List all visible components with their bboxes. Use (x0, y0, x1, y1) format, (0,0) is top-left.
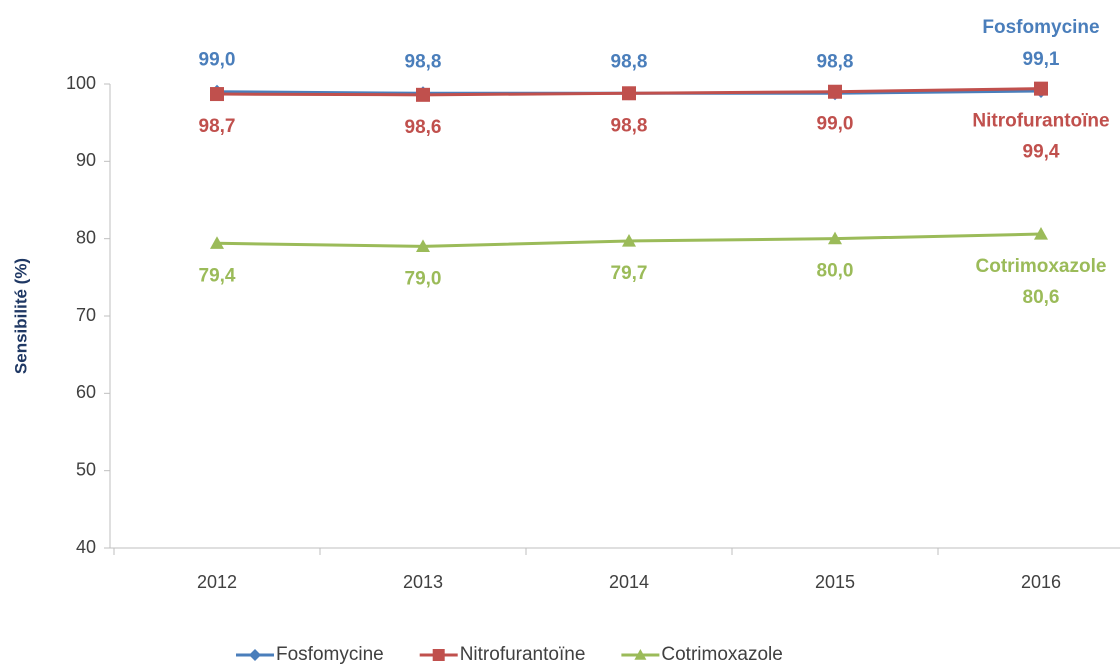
y-tick-label: 50 (76, 459, 96, 479)
marker (432, 649, 445, 661)
data-label: 99,1 (1023, 49, 1060, 70)
marker (416, 239, 430, 252)
marker (622, 86, 636, 101)
y-tick-label: 40 (76, 537, 96, 557)
data-label: 98,8 (611, 51, 648, 72)
legend-label: Fosfomycine (276, 644, 384, 664)
data-label: 99,0 (817, 114, 854, 135)
data-label: 99,4 (1023, 142, 1060, 163)
x-tick-label: 2012 (197, 572, 237, 592)
marker (210, 236, 224, 249)
series-annotation: Nitrofurantoïne (972, 111, 1109, 132)
data-label: 99,0 (199, 50, 236, 71)
y-tick-label: 100 (66, 73, 96, 93)
series-annotation: Fosfomycine (982, 17, 1099, 38)
y-axis-label: Sensibilité (%) (11, 258, 30, 374)
data-label: 80,0 (817, 261, 854, 282)
data-label: 98,8 (817, 51, 854, 72)
x-tick-label: 2015 (815, 572, 855, 592)
marker (210, 87, 224, 102)
marker (1034, 227, 1048, 240)
series-annotation: Cotrimoxazole (976, 256, 1107, 277)
x-tick-label: 2013 (403, 572, 443, 592)
marker (249, 649, 261, 661)
legend-item: Fosfomycine (236, 644, 384, 664)
data-label: 98,6 (405, 117, 442, 138)
marker (1034, 81, 1048, 96)
x-tick-label: 2016 (1021, 572, 1061, 592)
marker (416, 87, 430, 102)
data-label: 79,7 (611, 263, 648, 284)
data-label: 79,0 (405, 268, 442, 289)
data-label: 98,8 (611, 115, 648, 136)
x-tick-label: 2014 (609, 572, 649, 592)
marker (828, 231, 842, 245)
legend-label: Nitrofurantoïne (460, 644, 586, 664)
data-label: 98,8 (405, 51, 442, 72)
marker (828, 84, 842, 99)
data-label: 80,6 (1023, 287, 1060, 308)
y-tick-label: 70 (76, 305, 96, 325)
legend-label: Cotrimoxazole (661, 644, 782, 664)
y-tick-label: 90 (76, 150, 96, 170)
legend-item: Nitrofurantoïne (419, 644, 586, 664)
marker (622, 233, 636, 247)
legend: Fosfomycine Nitrofurantoïne Cotrimoxazole (236, 644, 783, 664)
data-label: 98,7 (199, 116, 236, 137)
marker (634, 649, 647, 660)
legend-item: Cotrimoxazole (621, 644, 783, 664)
y-tick-label: 60 (76, 382, 96, 402)
data-label: 79,4 (199, 265, 236, 286)
y-tick-label: 80 (76, 227, 96, 247)
